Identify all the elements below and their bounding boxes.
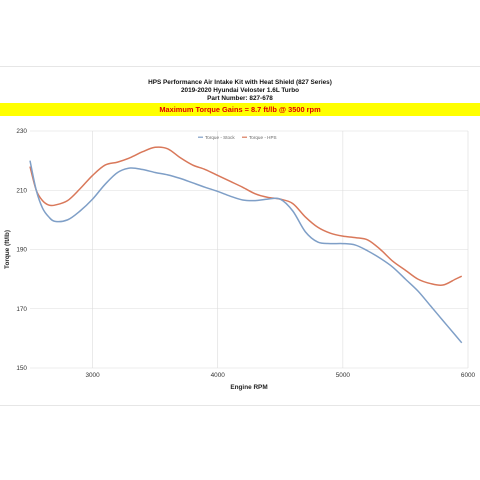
y-tick-label: 230: [16, 128, 27, 135]
x-tick-label: 6000: [461, 372, 476, 379]
torque-gain-text: Maximum Torque Gains = 8.7 ft/lb @ 3500 …: [159, 105, 321, 114]
vehicle-subtitle: 2019-2020 Hyundai Veloster 1.6L Turbo: [180, 87, 300, 94]
y-tick-label: 190: [16, 247, 27, 254]
legend-label-torque-hps: Torque - HPS: [249, 135, 277, 140]
x-axis-title: Engine RPM: [230, 384, 267, 391]
x-tick-label: 5000: [336, 372, 351, 379]
y-tick-label: 150: [16, 365, 27, 372]
y-tick-label: 170: [16, 306, 27, 313]
x-tick-label: 4000: [211, 372, 226, 379]
chart-title: HPS Performance Air Intake Kit with Heat…: [148, 79, 332, 86]
y-axis-title: Torque (ft/lb): [4, 230, 11, 269]
y-tick-label: 210: [16, 187, 27, 194]
series-line-torque-stock: [29, 160, 463, 344]
x-tick-label: 3000: [85, 372, 100, 379]
series-line-torque-hps: [29, 146, 463, 287]
highlight-banner: [0, 103, 480, 116]
legend-label-torque-stock: Torque - Stock: [205, 135, 235, 140]
chart-frame: [0, 66, 480, 406]
part-number: Part Number: 827-678: [207, 95, 273, 102]
